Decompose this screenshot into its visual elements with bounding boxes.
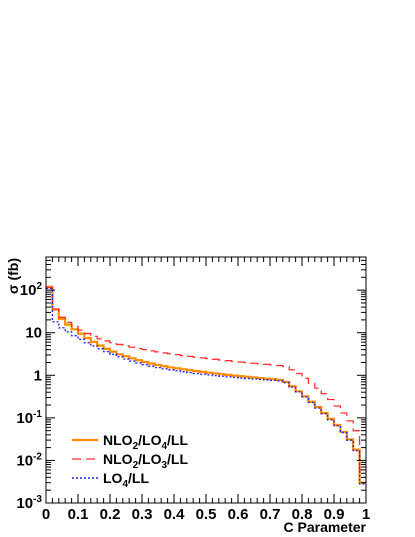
- tick-labels: 0 0.1 0.2 0.3 0.4 0.5 0.6 0.7 0.8 0.9 1 10-3 10-2 10-…: [16, 281, 370, 523]
- x-tick-label: 0.5: [196, 506, 217, 523]
- legend-label-3: LO4/LL: [103, 470, 149, 490]
- x-tick-label: 0.8: [292, 506, 313, 523]
- x-axis-title: C Parameter: [284, 519, 367, 535]
- x-tick-label: 1: [362, 506, 370, 523]
- x-tick-label: 0.2: [100, 506, 121, 523]
- x-tick-label: 0.9: [324, 506, 345, 523]
- x-tick-label: 0.4: [164, 506, 186, 523]
- y-tick-label: 1: [34, 367, 42, 384]
- series-line-2: [46, 286, 366, 471]
- y-tick-label: 10-3: [16, 494, 42, 512]
- y-tick-label: 10-1: [16, 409, 42, 427]
- ticks-layer: [45, 256, 367, 504]
- legend-label-2: NLO2/LO3/LL: [103, 451, 188, 471]
- y-tick-label: 10-2: [16, 451, 42, 469]
- x-tick-label: 0: [42, 506, 50, 523]
- x-tick-label: 0.6: [228, 506, 249, 523]
- y-tick-label: 10: [25, 325, 42, 342]
- series-line-3: [46, 287, 366, 485]
- x-tick-label: 0.7: [260, 506, 281, 523]
- legend-label-1: NLO2/LO4/LL: [103, 432, 188, 452]
- x-tick-label: 0.1: [68, 506, 89, 523]
- y-tick-label: 102: [20, 281, 43, 299]
- x-tick-label: 0.3: [132, 506, 153, 523]
- series-line-1: [46, 285, 366, 484]
- y-axis-title: σ (fb): [5, 258, 21, 294]
- series-layer: [46, 285, 366, 485]
